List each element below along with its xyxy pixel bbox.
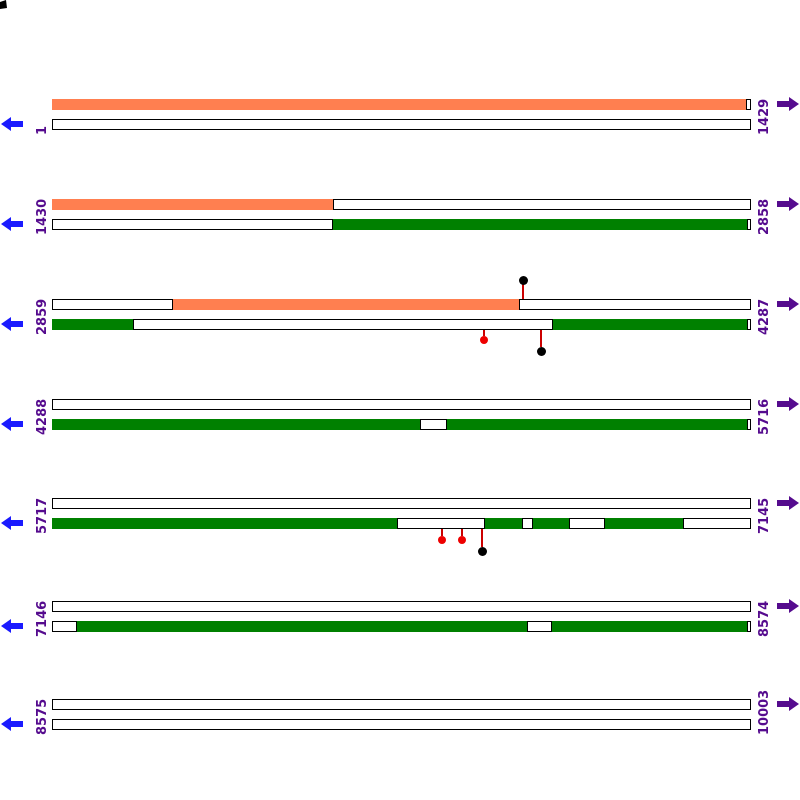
arrow-right-icon (777, 197, 799, 211)
left-coordinate-label: 5717 (35, 497, 50, 534)
green-feature-bar[interactable] (333, 219, 747, 230)
empty-lane-outline (52, 219, 333, 230)
empty-lane-outline (52, 601, 751, 612)
green-feature-bar[interactable] (77, 621, 527, 632)
empty-lane-outline (52, 299, 173, 310)
prev-page-arrow[interactable] (1, 216, 23, 232)
empty-lane-outline (52, 719, 751, 730)
right-coordinate-label: 1429 (757, 98, 772, 135)
next-page-arrow[interactable] (777, 296, 799, 312)
left-coordinate-label: 2859 (35, 298, 50, 335)
green-feature-bar[interactable] (52, 319, 133, 330)
arrow-right-icon (777, 397, 799, 411)
black-lollipop-marker[interactable] (518, 275, 528, 285)
empty-lane-outline (747, 219, 751, 230)
left-coordinate-label: 4288 (35, 398, 50, 435)
next-page-arrow[interactable] (777, 96, 799, 112)
green-feature-bar[interactable] (605, 518, 683, 529)
empty-lane-outline (333, 199, 751, 210)
empty-lane-outline (420, 419, 447, 430)
next-page-arrow[interactable] (777, 196, 799, 212)
orange-feature-bar[interactable] (52, 99, 746, 110)
empty-lane-outline (52, 699, 751, 710)
next-page-arrow[interactable] (777, 495, 799, 511)
empty-lane-outline (52, 621, 77, 632)
empty-lane-outline (52, 498, 751, 509)
arrow-left-icon (1, 317, 23, 331)
green-feature-bar[interactable] (485, 518, 522, 529)
arrow-right-icon (777, 697, 799, 711)
black-lollipop-marker[interactable] (477, 546, 487, 556)
next-page-arrow[interactable] (777, 598, 799, 614)
left-coordinate-label: 8575 (35, 698, 50, 735)
right-coordinate-label: 2858 (757, 198, 772, 235)
left-coordinate-label: 1430 (35, 198, 50, 235)
empty-lane-outline (397, 518, 485, 529)
empty-lane-outline (747, 621, 751, 632)
black-lollipop-stem (540, 330, 542, 347)
red-lollipop-stem (461, 529, 463, 536)
red-lollipop-marker[interactable] (480, 336, 488, 344)
arrow-left-icon (1, 516, 23, 530)
right-coordinate-label: 8574 (757, 600, 772, 637)
empty-lane-outline (522, 518, 533, 529)
arrow-right-icon (777, 496, 799, 510)
left-coordinate-label: 1 (35, 125, 50, 135)
green-feature-bar[interactable] (52, 518, 397, 529)
empty-lane-outline (52, 399, 751, 410)
next-page-arrow[interactable] (777, 396, 799, 412)
arrow-left-icon (1, 717, 23, 731)
right-coordinate-label: 7145 (757, 497, 772, 534)
next-page-arrow[interactable] (777, 696, 799, 712)
black-lollipop-marker[interactable] (536, 346, 546, 356)
arrow-left-icon (1, 117, 23, 131)
green-feature-bar[interactable] (553, 319, 747, 330)
right-coordinate-label: 5716 (757, 398, 772, 435)
empty-lane-outline (527, 621, 552, 632)
prev-page-arrow[interactable] (1, 515, 23, 531)
black-lollipop-stem (522, 284, 524, 299)
prev-page-arrow[interactable] (1, 618, 23, 634)
green-feature-bar[interactable] (447, 419, 747, 430)
arrow-left-icon (1, 417, 23, 431)
prev-page-arrow[interactable] (1, 316, 23, 332)
empty-lane-outline (746, 99, 751, 110)
empty-lane-outline (569, 518, 605, 529)
left-coordinate-label: 7146 (35, 600, 50, 637)
red-lollipop-stem (483, 330, 485, 336)
arrow-right-icon (777, 297, 799, 311)
red-lollipop-marker[interactable] (438, 536, 446, 544)
prev-page-arrow[interactable] (1, 416, 23, 432)
red-lollipop-marker[interactable] (458, 536, 466, 544)
corner-artifact (0, 0, 7, 9)
empty-lane-outline (52, 119, 751, 130)
green-feature-bar[interactable] (533, 518, 569, 529)
empty-lane-outline (747, 419, 751, 430)
right-coordinate-label: 10003 (757, 689, 772, 735)
right-coordinate-label: 4287 (757, 298, 772, 335)
black-lollipop-stem (481, 529, 483, 547)
empty-lane-outline (683, 518, 751, 529)
red-lollipop-stem (441, 529, 443, 536)
prev-page-arrow[interactable] (1, 716, 23, 732)
arrow-left-icon (1, 217, 23, 231)
empty-lane-outline (519, 299, 751, 310)
green-feature-bar[interactable] (52, 419, 420, 430)
orange-feature-bar[interactable] (52, 199, 333, 210)
empty-lane-outline (747, 319, 751, 330)
arrow-right-icon (777, 97, 799, 111)
empty-lane-outline (133, 319, 553, 330)
prev-page-arrow[interactable] (1, 116, 23, 132)
arrow-right-icon (777, 599, 799, 613)
arrow-left-icon (1, 619, 23, 633)
orange-feature-bar[interactable] (173, 299, 519, 310)
green-feature-bar[interactable] (552, 621, 747, 632)
